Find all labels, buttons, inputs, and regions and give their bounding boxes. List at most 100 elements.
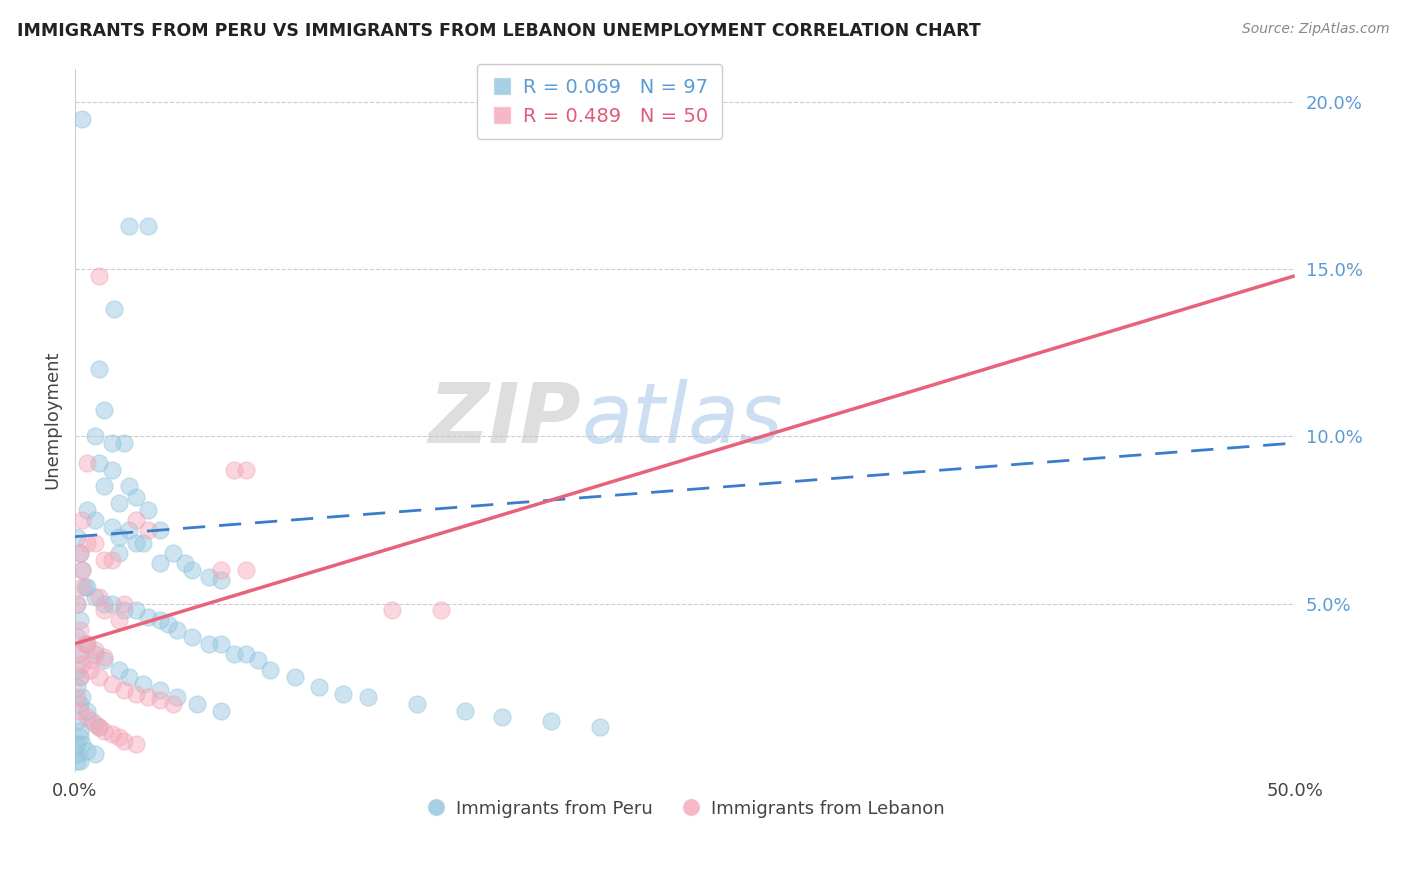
Point xyxy=(66,754,89,768)
Point xyxy=(69,647,91,661)
Point xyxy=(80,653,103,667)
Point xyxy=(89,362,111,376)
Point xyxy=(108,731,131,745)
Point xyxy=(76,744,98,758)
Point xyxy=(112,683,135,698)
Point xyxy=(76,704,98,718)
Point xyxy=(93,723,115,738)
Point xyxy=(235,563,257,577)
Point xyxy=(186,697,208,711)
Point xyxy=(222,463,245,477)
Point xyxy=(69,731,91,745)
Point xyxy=(308,680,330,694)
Point xyxy=(69,624,91,638)
Point xyxy=(198,570,221,584)
Point xyxy=(72,563,94,577)
Point xyxy=(76,536,98,550)
Point xyxy=(100,463,122,477)
Point xyxy=(125,687,148,701)
Point xyxy=(66,737,89,751)
Point xyxy=(83,590,105,604)
Point xyxy=(235,463,257,477)
Point xyxy=(209,573,232,587)
Point xyxy=(125,490,148,504)
Point xyxy=(66,530,89,544)
Point xyxy=(108,546,131,560)
Point xyxy=(76,456,98,470)
Point xyxy=(66,597,89,611)
Point xyxy=(100,553,122,567)
Point xyxy=(83,643,105,657)
Point xyxy=(83,513,105,527)
Point xyxy=(198,637,221,651)
Point xyxy=(118,523,141,537)
Point xyxy=(69,613,91,627)
Point xyxy=(100,519,122,533)
Point xyxy=(83,536,105,550)
Point xyxy=(181,630,204,644)
Point xyxy=(83,647,105,661)
Point xyxy=(125,603,148,617)
Point xyxy=(156,616,179,631)
Point xyxy=(69,723,91,738)
Point xyxy=(66,747,89,761)
Point xyxy=(108,530,131,544)
Point xyxy=(69,697,91,711)
Point xyxy=(149,523,172,537)
Point xyxy=(76,580,98,594)
Point xyxy=(149,693,172,707)
Point xyxy=(93,479,115,493)
Point xyxy=(76,503,98,517)
Point xyxy=(80,714,103,728)
Point xyxy=(405,697,427,711)
Point xyxy=(132,677,155,691)
Point xyxy=(89,456,111,470)
Point xyxy=(89,670,111,684)
Point xyxy=(118,670,141,684)
Point xyxy=(108,496,131,510)
Point xyxy=(72,563,94,577)
Point xyxy=(136,523,159,537)
Point xyxy=(72,657,94,671)
Y-axis label: Unemployment: Unemployment xyxy=(44,351,60,489)
Point xyxy=(69,704,91,718)
Point xyxy=(93,597,115,611)
Point xyxy=(108,613,131,627)
Point xyxy=(72,112,94,126)
Text: ZIP: ZIP xyxy=(429,379,581,460)
Point xyxy=(76,637,98,651)
Point xyxy=(69,754,91,768)
Point xyxy=(166,624,188,638)
Point xyxy=(112,603,135,617)
Point xyxy=(173,557,195,571)
Point xyxy=(235,647,257,661)
Point xyxy=(125,737,148,751)
Point xyxy=(209,704,232,718)
Point xyxy=(136,219,159,233)
Point xyxy=(259,664,281,678)
Point xyxy=(209,563,232,577)
Legend: Immigrants from Peru, Immigrants from Lebanon: Immigrants from Peru, Immigrants from Le… xyxy=(418,792,952,825)
Point xyxy=(89,720,111,734)
Point xyxy=(222,647,245,661)
Point xyxy=(491,710,513,724)
Point xyxy=(149,557,172,571)
Point xyxy=(72,513,94,527)
Point xyxy=(588,720,610,734)
Point xyxy=(166,690,188,705)
Point xyxy=(100,597,122,611)
Point xyxy=(66,714,89,728)
Point xyxy=(100,727,122,741)
Point xyxy=(93,402,115,417)
Point xyxy=(430,603,453,617)
Point xyxy=(69,670,91,684)
Point xyxy=(73,637,96,651)
Point xyxy=(246,653,269,667)
Point xyxy=(66,647,89,661)
Point xyxy=(112,597,135,611)
Point xyxy=(93,653,115,667)
Point xyxy=(66,664,89,678)
Point xyxy=(132,536,155,550)
Point xyxy=(112,733,135,747)
Point xyxy=(100,436,122,450)
